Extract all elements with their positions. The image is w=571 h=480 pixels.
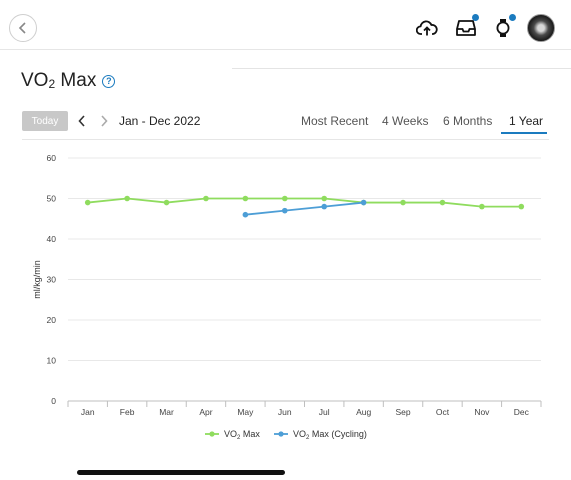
inbox-button[interactable] — [453, 14, 479, 40]
data-point — [163, 199, 170, 206]
x-tick-label: Apr — [199, 407, 212, 417]
legend-marker — [209, 431, 215, 437]
data-point — [124, 195, 130, 202]
y-tick-label: 50 — [47, 194, 57, 204]
chevron-right-icon — [101, 115, 108, 127]
data-point — [84, 199, 91, 206]
avatar[interactable] — [527, 14, 555, 42]
back-button[interactable] — [9, 14, 37, 42]
watch-icon — [496, 19, 510, 37]
y-tick-label: 40 — [47, 234, 57, 244]
y-tick-label: 30 — [47, 275, 57, 285]
x-tick-label: Feb — [120, 407, 135, 417]
x-tick-label: Dec — [514, 407, 530, 417]
tab-4-weeks[interactable]: 4 Weeks — [382, 114, 429, 128]
series-line-1 — [87, 197, 522, 208]
data-point — [479, 203, 485, 210]
today-button[interactable]: Today — [22, 111, 68, 131]
data-point — [518, 203, 525, 210]
x-tick-label: Jun — [278, 407, 292, 417]
data-point — [242, 195, 249, 202]
chevron-left-icon — [18, 22, 26, 34]
tab-1-year[interactable]: 1 Year — [509, 114, 544, 128]
x-tick-label: Aug — [356, 407, 371, 417]
y-tick-label: 10 — [47, 356, 57, 366]
page-title-rest: Max — [55, 70, 97, 91]
series-line-2 — [245, 201, 364, 216]
help-icon[interactable]: ? — [102, 74, 116, 88]
active-tab-indicator — [501, 132, 547, 134]
watch-button[interactable] — [490, 14, 516, 40]
data-point — [203, 195, 209, 202]
chevron-left-icon — [78, 115, 85, 127]
data-point — [439, 199, 446, 206]
next-button[interactable] — [97, 113, 111, 129]
x-tick-label: Oct — [436, 407, 450, 417]
data-point — [281, 207, 288, 214]
tab-6-months[interactable]: 6 Months — [443, 114, 493, 128]
top-bar — [0, 0, 571, 50]
page-title: VO 2 Max ? — [21, 70, 116, 92]
data-point — [242, 211, 249, 218]
data-point — [281, 195, 288, 202]
x-tick-label: Jan — [81, 407, 95, 417]
divider — [232, 68, 571, 69]
cloud-upload-icon — [416, 20, 438, 36]
data-point — [321, 203, 328, 210]
x-tick-label: Nov — [474, 407, 490, 417]
legend-label: VO2 Max — [224, 429, 260, 441]
x-tick-label: Mar — [159, 407, 174, 417]
y-tick-label: 0 — [51, 396, 56, 406]
date-range: Jan - Dec 2022 — [119, 114, 201, 128]
previous-button[interactable] — [75, 113, 89, 129]
inbox-badge — [472, 14, 479, 21]
home-indicator — [77, 470, 285, 475]
page-title-sub: 2 — [48, 77, 56, 91]
inbox-icon — [456, 20, 476, 36]
x-tick-label: May — [237, 407, 254, 417]
vo2-max-chart: 0 10 20 30 40 50 60 Jan Feb Mar Apr May Jun Jul Aug Sep… — [32, 153, 542, 441]
x-tick-label: Sep — [395, 407, 410, 417]
legend-label: VO2 Max (Cycling) — [293, 429, 367, 441]
x-tick-label: Jul — [319, 407, 330, 417]
data-point — [321, 195, 328, 202]
divider — [22, 139, 549, 140]
legend-marker — [278, 431, 284, 437]
y-axis-label: ml/kg/min — [32, 260, 42, 299]
y-tick-label: 20 — [47, 315, 57, 325]
page-title-main: VO — [21, 70, 49, 91]
data-point — [400, 199, 406, 206]
tab-most-recent[interactable]: Most Recent — [301, 114, 369, 128]
watch-badge — [509, 14, 516, 21]
cloud-upload-button[interactable] — [414, 16, 440, 40]
y-tick-label: 60 — [47, 153, 57, 163]
data-point — [360, 199, 367, 206]
